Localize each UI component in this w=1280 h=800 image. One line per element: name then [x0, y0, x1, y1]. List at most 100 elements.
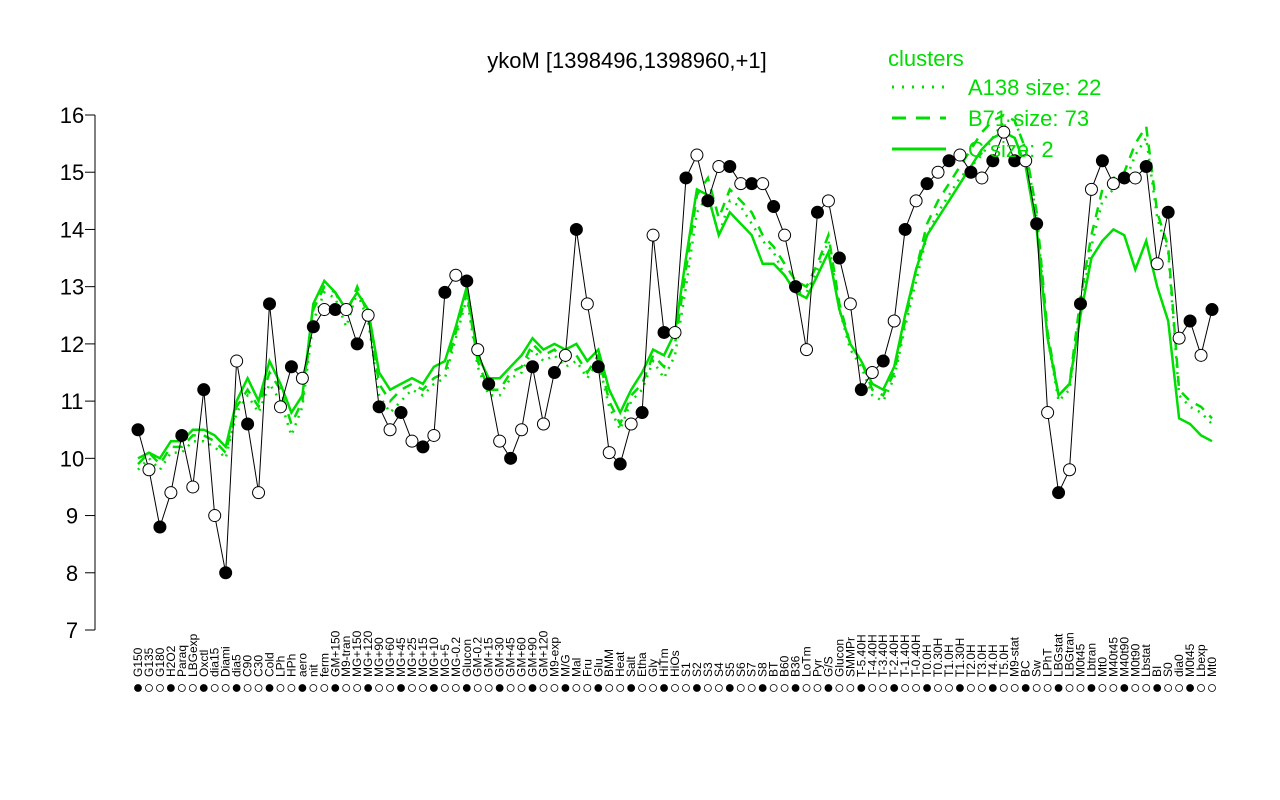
data-point: [931, 165, 945, 179]
x-tick-marker: [1164, 684, 1173, 692]
x-tick-marker: [342, 684, 351, 692]
x-tick-marker: [364, 684, 373, 692]
y-tick-label: 12: [60, 332, 84, 357]
x-tick-label: T3.0H: [975, 644, 989, 677]
x-tick-marker: [1131, 684, 1140, 692]
data-point: [515, 423, 529, 437]
data-point: [920, 177, 934, 191]
x-tick-label: T0.0H: [920, 644, 934, 677]
x-tick-label: Glu: [591, 658, 605, 677]
x-tick-marker: [419, 684, 427, 692]
x-tick-marker: [386, 684, 394, 692]
y-tick-label: 13: [60, 275, 84, 300]
x-tick-marker: [780, 684, 789, 692]
data-point: [350, 337, 364, 351]
x-tick-label: T-3.40H: [876, 634, 890, 677]
x-tick-label: GM+45: [504, 637, 518, 677]
x-tick-label: S1: [679, 662, 693, 677]
x-tick-label: S6: [734, 662, 748, 677]
data-point: [416, 440, 430, 454]
x-tick-marker: [693, 684, 701, 692]
x-tick-marker: [221, 684, 230, 692]
x-tick-marker: [1153, 684, 1162, 692]
data-point: [558, 348, 572, 362]
x-tick-marker: [988, 684, 997, 692]
x-tick-marker: [462, 684, 471, 692]
data-point: [887, 314, 901, 328]
data-point: [1128, 171, 1142, 185]
chart-title: ykoM [1398496,1398960,+1]: [487, 48, 767, 73]
x-tick-label: S5: [723, 662, 737, 677]
x-tick-marker: [232, 684, 241, 692]
x-tick-marker: [1087, 684, 1096, 692]
x-tick-label: Glucon: [832, 639, 846, 677]
x-tick-marker: [550, 684, 559, 692]
x-tick-label: M9-tran: [339, 636, 353, 677]
x-tick-label: GM+120: [536, 630, 550, 677]
x-tick-label: B36: [789, 655, 803, 677]
data-point: [252, 486, 266, 500]
data-point: [635, 406, 649, 420]
x-tick-marker: [791, 684, 800, 692]
data-point: [186, 480, 200, 494]
x-tick-marker: [276, 684, 285, 692]
data-point: [284, 360, 298, 374]
x-tick-marker: [1076, 684, 1085, 692]
data-point: [1073, 297, 1087, 311]
x-tick-label: MG+120: [361, 630, 375, 677]
x-tick-marker: [528, 684, 537, 692]
x-tick-label: MG+150: [350, 630, 364, 677]
x-tick-label: H2O2: [164, 645, 178, 677]
data-point: [745, 177, 759, 191]
x-tick-label: Oxctl: [197, 650, 211, 677]
x-tick-label: T4.0H: [986, 644, 1000, 677]
data-point: [723, 160, 737, 173]
data-point: [854, 383, 868, 397]
x-tick-marker: [824, 684, 833, 692]
x-tick-marker: [583, 684, 592, 692]
x-tick-marker: [145, 684, 153, 692]
x-tick-label: MG+10: [427, 637, 441, 677]
x-tick-label: T-2.40H: [887, 634, 901, 677]
x-tick-label: G180: [153, 647, 167, 677]
data-point: [153, 520, 167, 534]
data-point: [493, 434, 507, 448]
x-tick-label: MG+90: [372, 637, 386, 677]
data-point: [1084, 182, 1098, 196]
data-point: [1106, 177, 1120, 191]
legend-label: C size: 2: [968, 137, 1054, 162]
data-point: [471, 343, 485, 357]
x-tick-marker: [1208, 684, 1216, 692]
x-tick-marker: [156, 684, 164, 692]
data-point: [230, 354, 244, 368]
x-tick-label: MG+5: [438, 644, 452, 677]
x-tick-label: Heat: [613, 651, 627, 677]
x-tick-label: Sw: [1030, 660, 1044, 677]
x-tick-label: M40t45: [1106, 637, 1120, 677]
data-point: [1172, 331, 1186, 345]
legend-label: A138 size: 22: [968, 75, 1101, 100]
data-point: [832, 251, 846, 265]
x-tick-marker: [254, 684, 263, 692]
data-point: [898, 222, 912, 236]
x-tick-marker: [539, 684, 548, 692]
x-tick-marker: [561, 684, 570, 692]
x-tick-label: Diami: [219, 646, 233, 677]
x-tick-label: S4: [712, 662, 726, 677]
x-tick-marker: [134, 684, 142, 692]
x-tick-label: MG+45: [394, 637, 408, 677]
data-point: [1194, 348, 1208, 362]
x-tick-label: LPhT: [1041, 648, 1055, 677]
x-tick-marker: [736, 684, 745, 692]
x-tick-marker: [1186, 684, 1194, 692]
data-point: [547, 366, 561, 379]
x-tick-marker: [331, 684, 340, 692]
x-tick-label: dia5: [230, 654, 244, 677]
data-point: [449, 268, 463, 282]
x-tick-marker: [857, 684, 866, 692]
data-point: [1161, 205, 1175, 219]
x-tick-label: T-5.40H: [854, 634, 868, 677]
x-tick-marker: [177, 684, 186, 692]
x-tick-label: GM+150: [328, 630, 342, 677]
x-tick-marker: [408, 684, 416, 692]
